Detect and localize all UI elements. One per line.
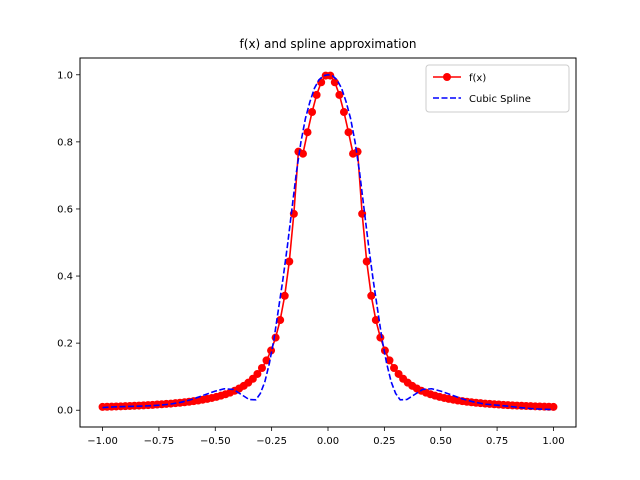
- data-point: [330, 78, 339, 87]
- y-tick-label: 1.0: [57, 70, 73, 81]
- y-axis: 0.0 0.2 0.4 0.6 0.8 1.0: [57, 70, 80, 417]
- x-tick-label: 0.00: [317, 436, 339, 447]
- data-point: [253, 369, 262, 378]
- data-point: [367, 291, 376, 300]
- x-tick-label: −0.50: [200, 436, 231, 447]
- y-tick-label: 0.8: [57, 137, 73, 148]
- x-tick-label: −1.00: [87, 436, 118, 447]
- plot-area: [98, 71, 558, 411]
- data-point: [267, 346, 276, 355]
- data-point: [385, 356, 394, 365]
- data-point: [312, 90, 321, 99]
- x-axis: −1.00 −0.75 −0.50 −0.25 0.00 0.25 0.50 0.75 1.00: [87, 427, 565, 447]
- x-tick-label: 1.00: [542, 436, 564, 447]
- data-point: [371, 316, 380, 325]
- x-tick-label: −0.25: [256, 436, 287, 447]
- data-point: [344, 128, 353, 137]
- x-tick-label: 0.75: [486, 436, 508, 447]
- data-point: [335, 90, 344, 99]
- data-point: [390, 363, 399, 372]
- chart-title: f(x) and spline approximation: [240, 37, 417, 51]
- legend-label: Cubic Spline: [469, 94, 531, 105]
- data-point: [376, 333, 385, 342]
- data-point: [353, 147, 362, 156]
- data-point: [280, 291, 289, 300]
- legend-marker: [443, 73, 451, 81]
- data-point: [285, 257, 294, 266]
- legend-label: f(x): [469, 73, 486, 84]
- data-point: [549, 402, 558, 411]
- data-point: [271, 333, 280, 342]
- data-point: [298, 149, 307, 158]
- plot-frame: [79, 57, 577, 428]
- y-tick-label: 0.2: [57, 339, 73, 350]
- data-point: [262, 356, 271, 365]
- y-tick-label: 0.0: [57, 406, 73, 417]
- x-tick-label: 0.25: [373, 436, 395, 447]
- data-point: [326, 71, 335, 80]
- legend-box: [425, 64, 570, 113]
- x-tick-label: −0.75: [144, 436, 175, 447]
- legend: f(x) Cubic Spline: [425, 64, 570, 113]
- data-point: [362, 257, 371, 266]
- data-point: [303, 128, 312, 137]
- y-tick-label: 0.4: [57, 272, 73, 283]
- y-tick-label: 0.6: [57, 204, 73, 215]
- series-line-cubic-spline: [102, 73, 554, 411]
- data-point: [339, 108, 348, 117]
- data-point: [276, 316, 285, 325]
- data-point: [257, 363, 266, 372]
- data-point: [308, 108, 317, 117]
- x-tick-label: 0.50: [430, 436, 452, 447]
